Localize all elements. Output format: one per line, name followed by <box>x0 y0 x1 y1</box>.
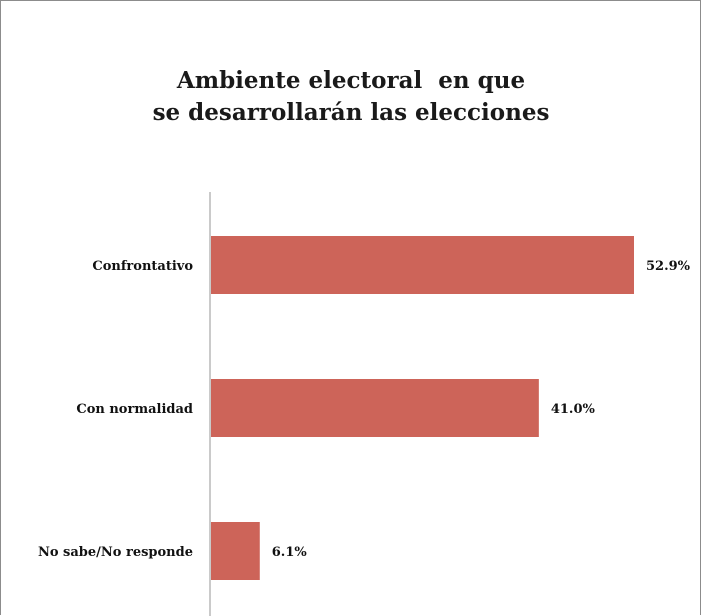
value-label-0: 52.9% <box>646 259 691 274</box>
category-label-0: Confrontativo <box>92 259 193 274</box>
bar-0 <box>211 236 634 294</box>
chart-title: Ambiente electoral en que se desarrollar… <box>121 65 581 129</box>
value-label-2: 6.1% <box>272 545 308 560</box>
category-label-1: Con normalidad <box>76 402 193 417</box>
bar-1 <box>211 379 539 437</box>
value-label-1: 41.0% <box>551 402 596 417</box>
category-label-2: No sabe/No responde <box>38 545 193 560</box>
chart-title-line-1: Ambiente electoral en que <box>176 67 526 94</box>
chart-title-line-2: se desarrollarán las elecciones <box>152 99 550 126</box>
bar-2 <box>211 522 260 580</box>
